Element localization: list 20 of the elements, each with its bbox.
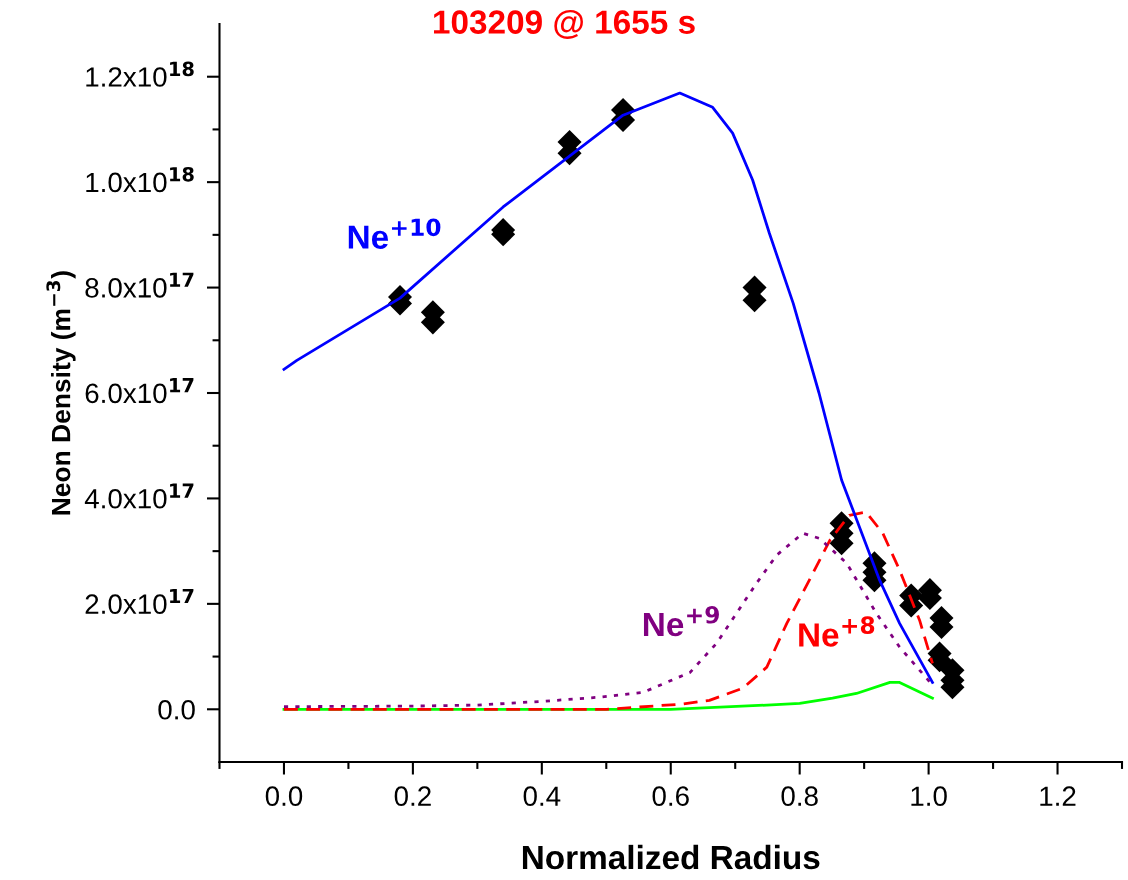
y-tick-label: 1.2x10$^{18}$: [86, 61, 194, 87]
x-tick-label: 1.0: [911, 786, 947, 807]
y-tick-label: 0.0: [158, 699, 195, 720]
x-tick-label: 0.6: [652, 786, 689, 807]
x-tick-label: 0.4: [523, 786, 561, 807]
series-label: Ne$^{+8}$: [799, 616, 875, 647]
y-tick-label: 4.0x10$^{17}$: [84, 483, 194, 509]
series-label: Ne$^{+10}$: [348, 218, 441, 249]
x-tick-label: 0.2: [394, 786, 431, 807]
x-axis-title: Normalized Radius: [522, 844, 820, 870]
y-tick-label: 6.0x10$^{17}$: [85, 378, 194, 404]
x-tick-label: 0.0: [265, 786, 303, 807]
y-tick-label: 1.0x10$^{18}$: [86, 166, 194, 193]
y-tick-label: 8.0x10$^{17}$: [85, 272, 194, 298]
y-tick-label: 2.0x10$^{17}$: [85, 588, 194, 615]
chart-title: 103209 @ 1655 s: [434, 9, 695, 39]
x-tick-label: 0.8: [781, 786, 818, 807]
y-axis-title: Neon Density (m$^{−3}$): [46, 271, 76, 515]
x-tick-label: 1.2: [1040, 786, 1076, 806]
series-label: Ne$^{+9}$: [643, 605, 719, 637]
